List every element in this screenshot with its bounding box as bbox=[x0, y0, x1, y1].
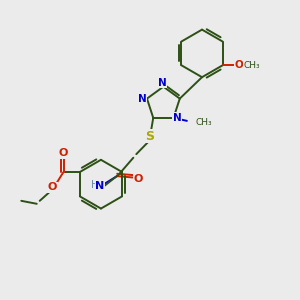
Text: CH₃: CH₃ bbox=[243, 61, 260, 70]
Text: O: O bbox=[58, 148, 68, 158]
Text: H: H bbox=[91, 180, 98, 190]
Text: N: N bbox=[138, 94, 147, 103]
Text: S: S bbox=[145, 130, 154, 143]
Text: O: O bbox=[134, 174, 143, 184]
Text: N: N bbox=[173, 113, 182, 123]
Text: O: O bbox=[235, 60, 244, 70]
Text: N: N bbox=[95, 181, 104, 191]
Text: O: O bbox=[48, 182, 57, 193]
Text: CH₃: CH₃ bbox=[196, 118, 212, 127]
Text: N: N bbox=[158, 78, 166, 88]
